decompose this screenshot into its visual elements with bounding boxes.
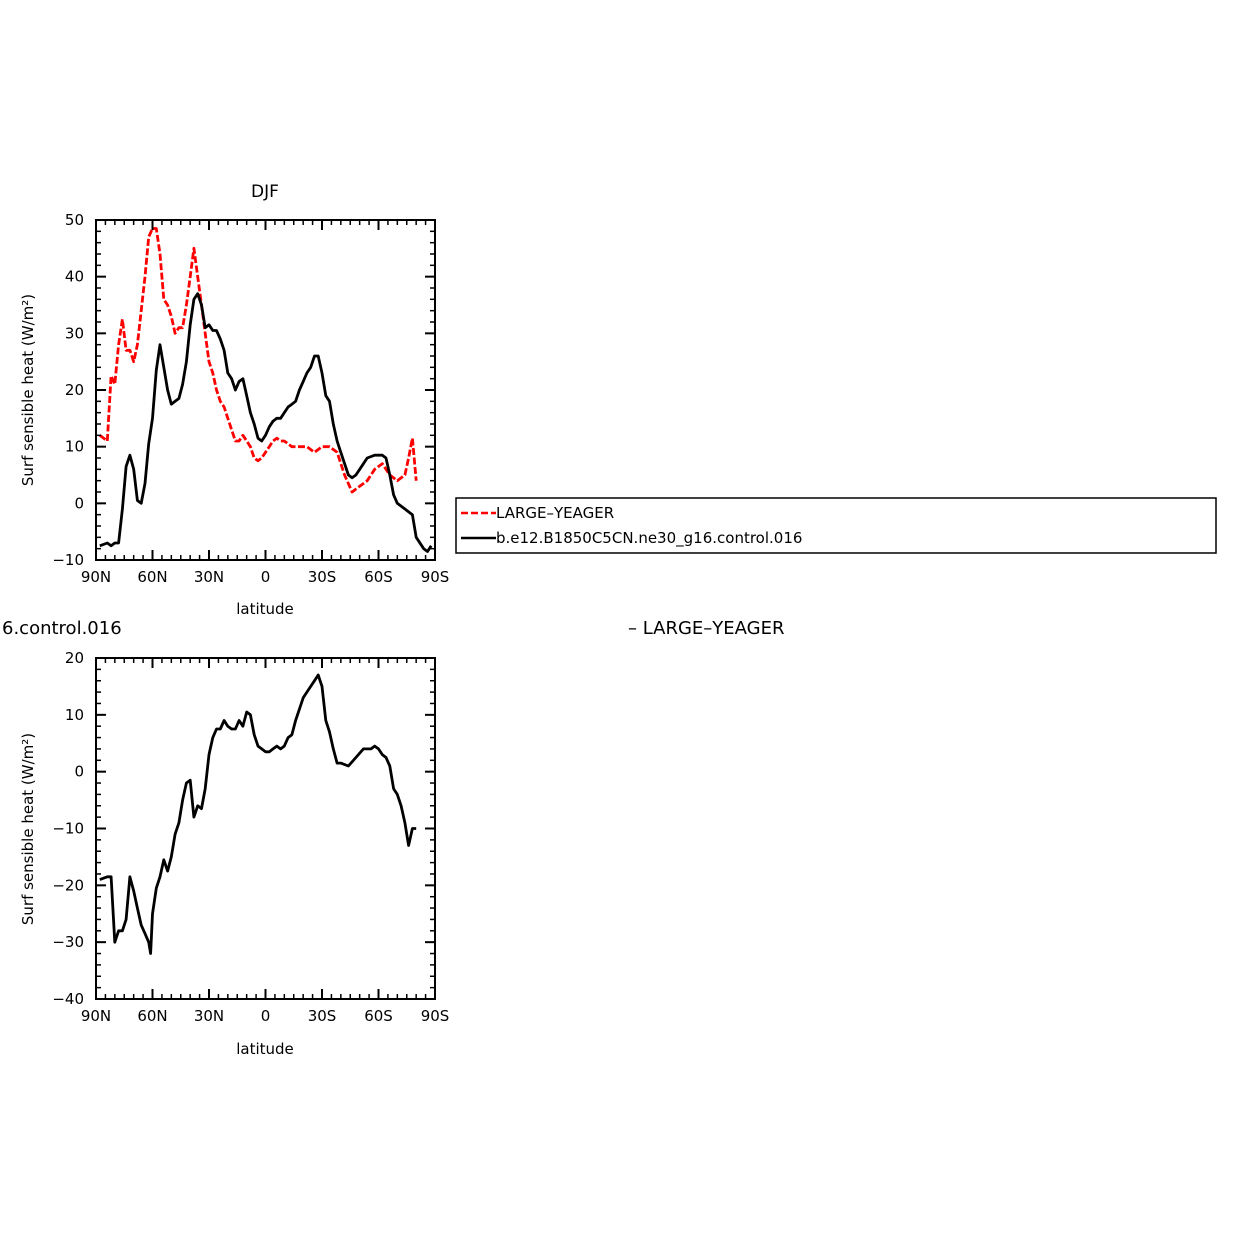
plot-frame-bottom [95, 657, 436, 1000]
x-axis-title-top: latitude [236, 600, 294, 618]
x-tick-label: 0 [261, 568, 271, 586]
legend-label-control: b.e12.B1850C5CN.ne30_g16.control.016 [496, 529, 802, 548]
x-tick-label: 30S [308, 1007, 337, 1025]
y-tick-label: 50 [65, 211, 84, 229]
fragment-right-text: – LARGE–YEAGER [628, 618, 785, 639]
x-tick-label: 60S [364, 568, 393, 586]
series-line-0-1 [99, 292, 433, 553]
legend: LARGE–YEAGER b.e12.B1850C5CN.ne30_g16.co… [455, 497, 1217, 554]
legend-label-large-yeager: LARGE–YEAGER [496, 504, 614, 522]
y-tick-label: −20 [52, 876, 84, 894]
y-tick-label: 40 [65, 268, 84, 286]
x-tick-label: 90S [421, 1007, 450, 1025]
x-tick-label: 60N [137, 1007, 167, 1025]
series-line-1-0 [99, 673, 417, 955]
chart-panel-top: DJF 90N 60N 30N 0 30S 60S 90S −10 0 10 20 30 40 50 la… [19, 182, 449, 618]
x-tick-label: 30N [194, 568, 224, 586]
y-axis-title-top: Surf sensible heat (W/m²) [19, 294, 37, 486]
x-tick-label: 90S [421, 568, 450, 586]
x-tick-label: 60S [364, 1007, 393, 1025]
fragment-left-text: 6.control.016 [2, 618, 122, 639]
x-tick-label: 90N [81, 568, 111, 586]
ticks-top: 90N 60N 30N 0 30S 60S 90S −10 0 10 20 30 40 50 [52, 211, 449, 586]
x-tick-label: 60N [137, 568, 167, 586]
series-layer-bottom [99, 673, 417, 955]
y-tick-label: 20 [65, 381, 84, 399]
x-tick-label: 30N [194, 1007, 224, 1025]
y-tick-label: 0 [74, 494, 84, 512]
legend-box [455, 497, 1217, 554]
ticks-bottom: 90N 60N 30N 0 30S 60S 90S −40 −30 −20 −10 0 10 20 [52, 649, 449, 1025]
y-tick-label: 10 [65, 438, 84, 456]
series-line-0-0 [98, 227, 418, 494]
chart-title-top: DJF [251, 182, 279, 202]
y-tick-label: −10 [52, 820, 84, 838]
y-tick-label: −10 [52, 551, 84, 569]
y-tick-label: 0 [74, 763, 84, 781]
y-tick-label: −30 [52, 933, 84, 951]
y-tick-label: 30 [65, 324, 84, 342]
x-tick-label: 90N [81, 1007, 111, 1025]
x-tick-label: 30S [308, 568, 337, 586]
x-tick-label: 0 [261, 1007, 271, 1025]
x-axis-title-bottom: latitude [236, 1040, 294, 1058]
y-tick-label: 10 [65, 706, 84, 724]
y-tick-label: 20 [65, 649, 84, 667]
series-layer-top [98, 227, 433, 553]
chart-panel-bottom: 90N 60N 30N 0 30S 60S 90S −40 −30 −20 −10 0 10 20 lat… [19, 649, 449, 1058]
y-tick-label: −40 [52, 990, 84, 1008]
y-axis-title-bottom: Surf sensible heat (W/m²) [19, 733, 37, 925]
